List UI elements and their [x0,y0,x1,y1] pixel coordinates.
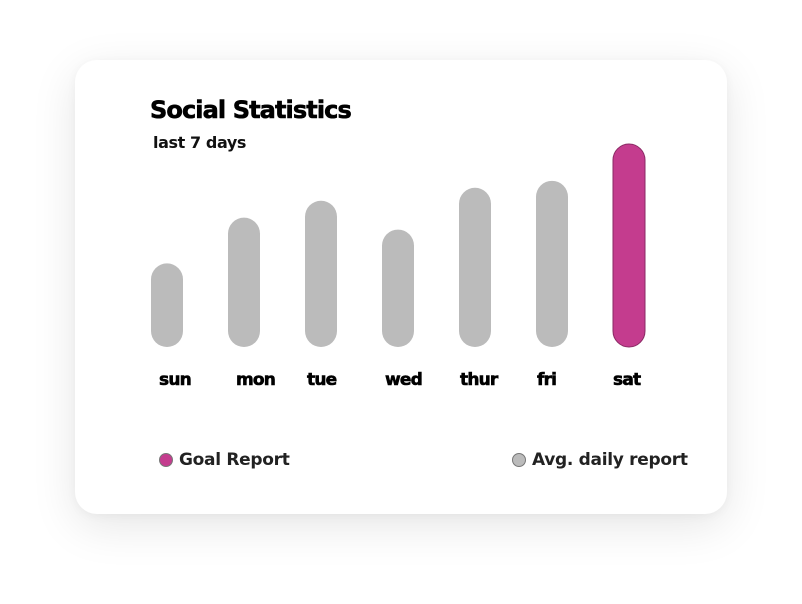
chart-subtitle: last 7 days [153,133,247,152]
x-tick-label-mon: mon [236,370,275,390]
bar-fri [536,180,568,347]
bar-chart: sun mon tue wed thur fri sat [151,143,646,390]
legend-goal-label: Goal Report [179,450,290,470]
bar-wed [382,229,414,347]
goal-report-dot-icon [159,453,173,467]
x-tick-label-wed: wed [385,370,422,390]
legend-avg-daily-report: Avg. daily report [512,450,688,470]
bar-thur [459,187,491,347]
x-tick-label-tue: tue [307,370,337,390]
bar-sat [612,143,646,348]
stats-card: Social Statistics last 7 days sun mon tue w… [75,60,727,514]
bar-tue [305,200,337,347]
x-tick-label-fri: fri [537,370,556,390]
x-tick-label-sun: sun [159,370,191,390]
legend-avg-label: Avg. daily report [532,450,688,470]
avg-daily-report-dot-icon [512,453,526,467]
chart-title: Social Statistics [150,96,352,125]
bar-sun [151,263,183,347]
x-tick-label-thur: thur [460,370,499,390]
legend-goal-report: Goal Report [159,450,290,470]
x-tick-label-sat: sat [613,370,641,390]
bar-mon [228,217,260,347]
